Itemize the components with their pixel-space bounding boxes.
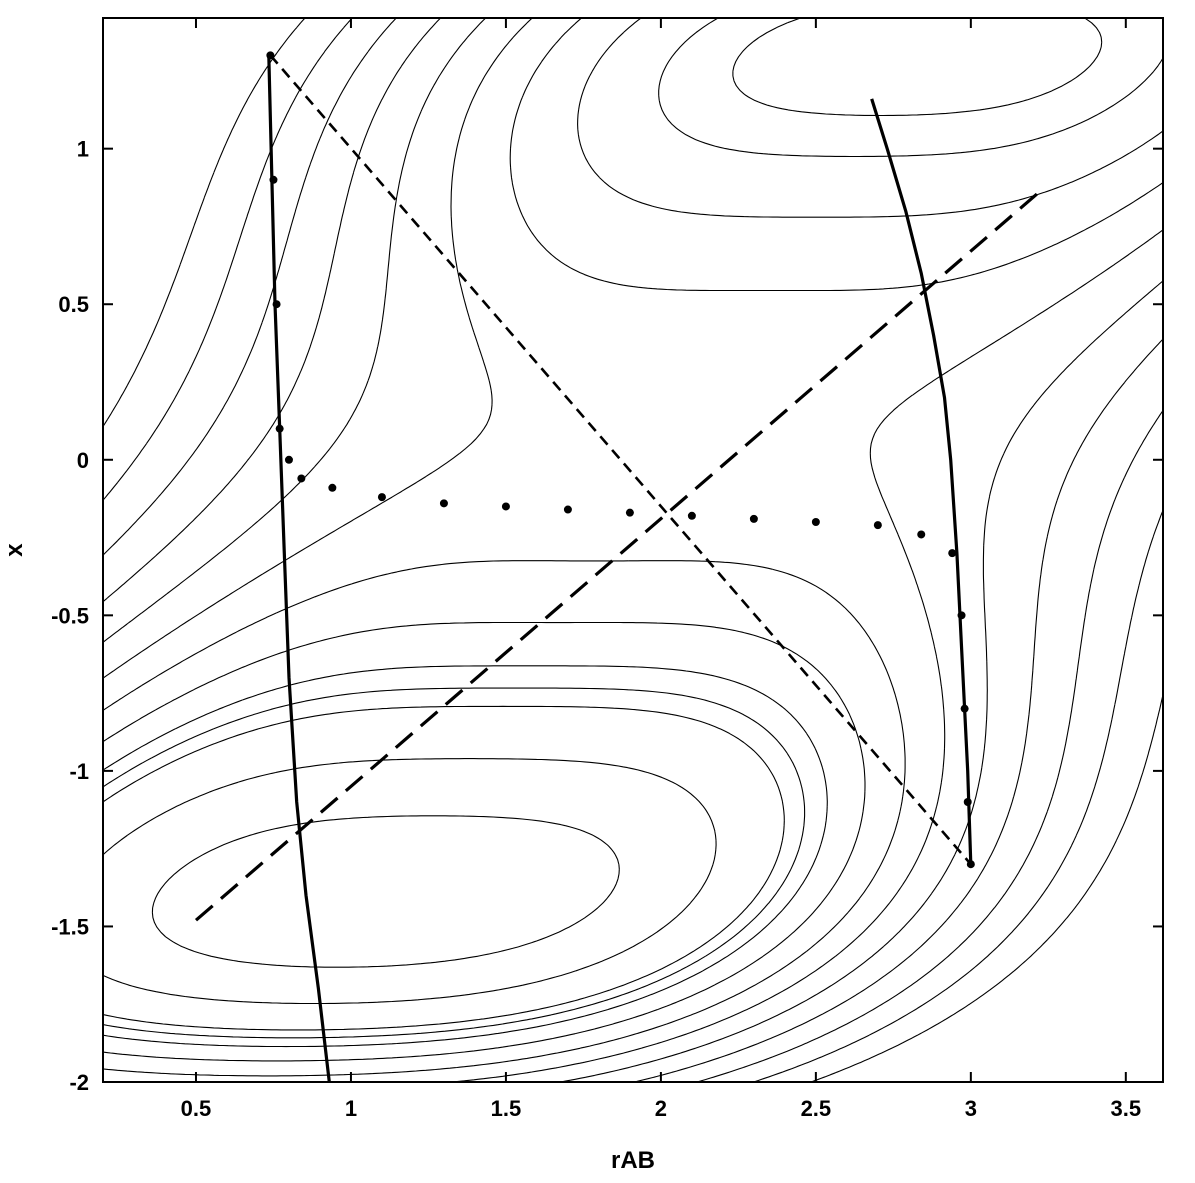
x-tick-label: 1	[345, 1096, 357, 1121]
contour-level-4	[103, 18, 1103, 1039]
series-4-point-18	[957, 611, 966, 620]
series-4-point-1	[269, 175, 278, 184]
y-axis-ticks: 1 0.5 0 -0.5 -1 -1.5 -2	[51, 137, 1163, 1095]
contour-level-13	[103, 18, 1163, 1082]
series-4-point-11	[625, 508, 634, 517]
contour-level-7	[103, 18, 1163, 1077]
contour-level-1	[151, 815, 620, 968]
y-tick-label: 0.5	[58, 292, 89, 317]
contour-level-6	[103, 18, 1163, 1062]
series-4-point-6	[328, 483, 337, 492]
y-tick-label: -1.5	[51, 914, 89, 939]
series-1-line	[870, 98, 973, 865]
series-2-line	[269, 54, 972, 866]
contour-level-5	[103, 18, 1163, 1048]
series-4-point-15	[873, 521, 882, 530]
x-tick-label: 3.5	[1111, 1096, 1142, 1121]
contour-level-11	[103, 18, 1163, 1082]
path-series	[194, 51, 1041, 1082]
x-axis-label: rAB	[611, 1147, 655, 1174]
contour-level-8	[103, 18, 1163, 1082]
series-4-point-0	[266, 51, 275, 60]
series-4-point-19	[960, 704, 969, 713]
x-tick-label: 1.5	[491, 1096, 522, 1121]
y-tick-label: -2	[69, 1070, 89, 1095]
series-4-point-10	[563, 505, 572, 514]
plot-frame	[102, 17, 1164, 1083]
y-tick-label: 0	[77, 448, 89, 473]
series-4-point-7	[377, 493, 386, 502]
series-4-point-3	[275, 424, 284, 433]
x-tick-label: 2	[655, 1096, 667, 1121]
series-0-line	[267, 55, 331, 1082]
series-4-point-17	[948, 549, 957, 558]
contour-level-12	[103, 18, 1163, 1082]
series-4-point-12	[687, 511, 696, 520]
y-tick-label: -0.5	[51, 603, 89, 628]
series-4-point-21	[966, 860, 975, 869]
contour-level-10	[103, 18, 1163, 1082]
x-tick-label: 0.5	[181, 1096, 212, 1121]
x-tick-label: 3	[965, 1096, 977, 1121]
series-4-point-8	[439, 499, 448, 508]
y-tick-label: 1	[77, 137, 89, 162]
series-4-point-16	[917, 530, 926, 539]
series-4-point-5	[297, 474, 306, 483]
series-4-point-2	[272, 300, 281, 309]
series-4-dots	[266, 51, 975, 869]
contour-lines	[103, 18, 1163, 1082]
series-4-point-13	[749, 514, 758, 523]
series-4-point-9	[501, 502, 510, 511]
x-tick-label: 2.5	[801, 1096, 832, 1121]
contour-level-2	[103, 758, 717, 1005]
series-4-point-14	[811, 518, 820, 526]
y-tick-label: -1	[69, 759, 89, 784]
series-4-point-20	[963, 798, 972, 806]
series-3-line	[194, 190, 1041, 922]
y-axis-label: x	[1, 543, 28, 557]
contour-level-3	[103, 705, 785, 1031]
contour-level-9	[103, 18, 1163, 1082]
series-4-point-4	[284, 455, 293, 464]
x-axis-ticks: 0.5 1 1.5 2 2.5 3 3.5	[181, 18, 1141, 1121]
